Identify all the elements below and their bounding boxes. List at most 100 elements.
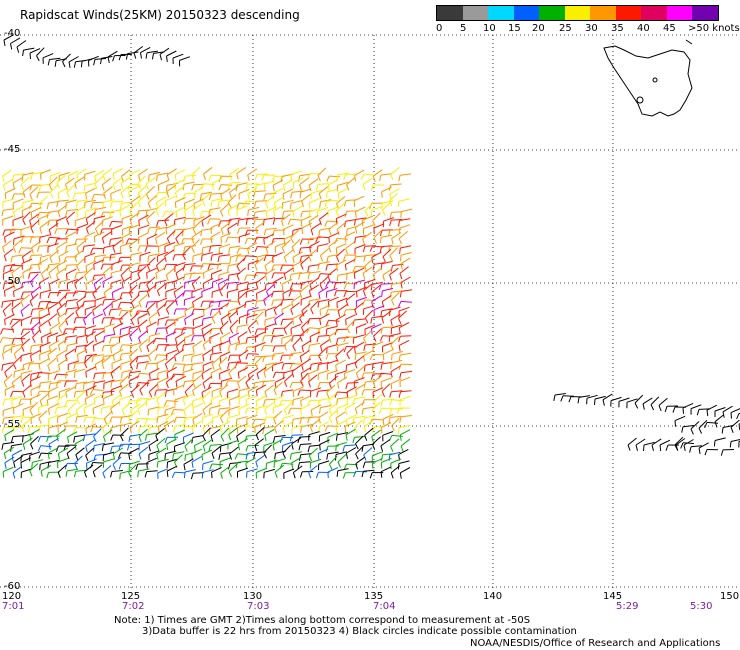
wind-barb — [86, 221, 96, 229]
wind-barb-feather — [155, 209, 159, 216]
wind-barb — [40, 424, 52, 427]
wind-barb — [282, 441, 294, 446]
wind-barb — [138, 214, 149, 221]
wind-barb — [309, 327, 321, 330]
wind-barb — [328, 409, 338, 418]
wind-barb-feather — [344, 264, 347, 271]
wind-barb — [166, 301, 175, 310]
wind-barb-feather — [76, 398, 80, 405]
wind-barb — [174, 429, 186, 435]
wind-barb — [219, 282, 228, 292]
wind-barb — [111, 393, 122, 402]
wind-barb — [346, 283, 358, 285]
wind-barb-feather — [336, 470, 339, 477]
wind-barb — [66, 307, 78, 310]
wind-barb-feather — [263, 452, 267, 459]
wind-barb — [264, 217, 276, 221]
wind-barb — [129, 325, 141, 329]
wind-barb — [318, 361, 330, 365]
wind-barb — [274, 464, 285, 473]
wind-barb-feather — [64, 380, 67, 387]
wind-barb-feather — [157, 372, 159, 379]
wind-barb-feather — [255, 301, 258, 308]
wind-barb — [642, 397, 653, 405]
lat-label: -40 — [4, 28, 21, 39]
wind-barb — [336, 259, 347, 266]
wind-barb — [85, 305, 96, 310]
wind-barb — [176, 338, 186, 347]
wind-barb-feather — [253, 452, 256, 459]
wind-barb — [363, 305, 375, 310]
wind-barb-feather — [92, 310, 95, 317]
wind-barb-feather — [308, 455, 313, 462]
wind-barb-feather — [162, 211, 166, 218]
wind-barb — [146, 432, 158, 436]
wind-barb — [173, 242, 185, 247]
wind-barb-feather — [137, 318, 140, 325]
wind-barb-feather — [65, 246, 67, 253]
wind-barb-feather — [346, 399, 349, 406]
wind-barb — [300, 453, 312, 456]
wind-barb — [228, 361, 240, 364]
wind-barb-feather — [29, 470, 33, 477]
wind-barb — [172, 53, 184, 59]
wind-barb — [290, 200, 302, 204]
wind-barb-feather — [363, 337, 367, 344]
wind-barb-feather — [4, 319, 6, 326]
island — [685, 39, 693, 45]
wind-barb — [229, 446, 239, 455]
wind-barb — [4, 285, 15, 292]
legend-swatch — [564, 6, 590, 20]
wind-barb-feather — [219, 328, 224, 335]
wind-barb-feather — [173, 417, 177, 424]
wind-barb-feather — [64, 264, 68, 272]
wind-barb — [291, 170, 302, 175]
wind-barb — [203, 304, 214, 311]
wind-barb-feather — [146, 284, 150, 291]
wind-barb — [383, 217, 394, 222]
wind-barb — [93, 354, 105, 357]
wind-barb-feather — [364, 317, 369, 324]
wind-barb — [110, 188, 121, 195]
wind-barb — [221, 222, 231, 230]
wind-barb — [165, 211, 177, 213]
wind-barb — [164, 241, 176, 247]
wind-barb-feather — [53, 373, 58, 380]
wind-barb — [238, 349, 249, 357]
wind-barb — [58, 293, 68, 303]
wind-barb — [31, 240, 42, 249]
legend-label: 5 — [460, 23, 467, 34]
wind-barb-feather — [362, 272, 366, 280]
wind-barb — [390, 336, 399, 345]
wind-barb-feather — [90, 247, 94, 254]
wind-barb — [110, 237, 122, 240]
wind-barb-feather — [308, 290, 312, 297]
wind-barb-feather — [211, 363, 215, 370]
wind-barb — [111, 379, 123, 383]
wind-barb — [2, 362, 14, 366]
wind-barb — [255, 384, 267, 391]
wind-barb — [219, 407, 231, 410]
wind-barb-feather — [271, 291, 274, 298]
wind-barb — [381, 260, 393, 265]
wind-barb-feather — [236, 203, 240, 209]
wind-barb-feather — [4, 462, 7, 469]
wind-barb — [706, 404, 718, 411]
wind-barb — [219, 397, 231, 402]
wind-barb — [329, 375, 338, 384]
wind-barb-feather — [110, 446, 113, 453]
wind-barb-feather — [39, 400, 43, 407]
wind-barb — [32, 329, 41, 338]
wind-barb-feather — [352, 337, 355, 344]
wind-barb — [42, 53, 54, 59]
wind-barb — [274, 394, 285, 401]
wind-barb-feather — [182, 175, 186, 183]
wind-barb — [58, 199, 70, 202]
wind-barb-feather — [300, 263, 304, 270]
wind-barb — [318, 236, 330, 239]
wind-barb-feather — [20, 184, 25, 191]
wind-barb-feather — [681, 426, 684, 433]
wind-barb — [201, 287, 213, 292]
wind-barb-feather — [117, 302, 122, 309]
wind-barb — [57, 187, 68, 194]
